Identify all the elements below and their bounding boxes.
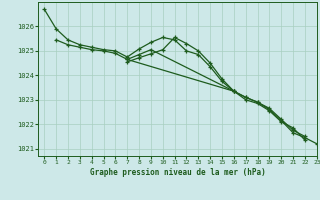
X-axis label: Graphe pression niveau de la mer (hPa): Graphe pression niveau de la mer (hPa): [90, 168, 266, 177]
